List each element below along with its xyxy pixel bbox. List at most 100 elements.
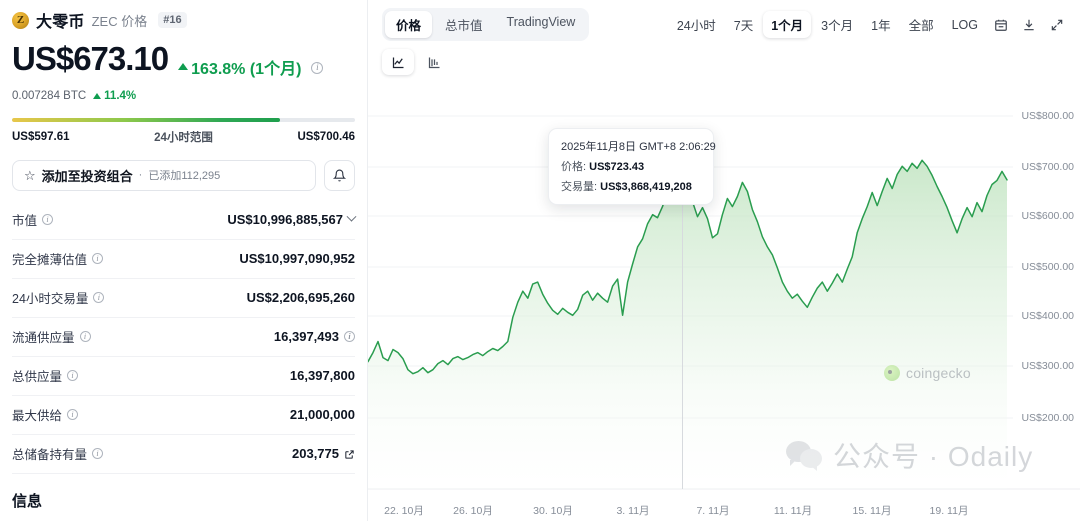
stat-row-24h-volume: 24小时交易量 i US$2,206,695,260 xyxy=(12,279,355,318)
tab-price[interactable]: 价格 xyxy=(385,11,433,38)
coin-name: 大零币 xyxy=(36,14,85,31)
stat-row-max-supply: 最大供给 i 21,000,000 xyxy=(12,396,355,435)
stat-value: US$2,206,695,260 xyxy=(246,290,355,305)
tab-tradingview[interactable]: TradingView xyxy=(506,15,576,29)
range-7d[interactable]: 7天 xyxy=(733,19,754,33)
range-high: US$700.46 xyxy=(297,130,355,143)
x-tick: 22. 10月 xyxy=(384,505,424,517)
add-to-portfolio-label: 添加至投资组合 xyxy=(41,168,133,184)
btc-price: 0.007284 BTC xyxy=(12,89,87,102)
x-tick: 26. 10月 xyxy=(453,505,493,517)
x-tick: 30. 10月 xyxy=(533,505,573,517)
tab-market-cap[interactable]: 总市值 xyxy=(445,19,483,33)
range-fill xyxy=(12,117,280,122)
range-1y[interactable]: 1年 xyxy=(871,19,891,33)
external-link-icon[interactable] xyxy=(344,448,355,459)
range-1m[interactable]: 1个月 xyxy=(763,11,812,38)
price-row: US$673.10 163.8% (1个月) i xyxy=(12,41,355,79)
range-labels: US$597.61 24小时范围 US$700.46 xyxy=(12,129,355,145)
stat-value: 16,397,800 xyxy=(289,368,355,383)
caret-up-icon xyxy=(178,63,189,70)
price-chart[interactable]: US$800.00 US$700.00 US$600.00 US$500.00 … xyxy=(368,84,1080,521)
calendar-button[interactable] xyxy=(988,12,1014,38)
price-change: 163.8% (1个月) xyxy=(178,55,301,79)
add-to-portfolio-button[interactable]: ☆ 添加至投资组合 · 已添加112,295 xyxy=(12,159,316,191)
price-chart-svg[interactable] xyxy=(368,84,1080,521)
star-icon: ☆ xyxy=(24,167,36,183)
expand-button[interactable] xyxy=(1044,12,1070,38)
chart-tooltip: 2025年11月8日 GMT+8 2:06:29 价格: US$723.43 交… xyxy=(548,128,716,205)
stat-row-market-cap[interactable]: 市值 i US$10,996,885,567 xyxy=(12,201,357,240)
btc-price-change: 11.4% xyxy=(93,90,136,102)
stat-value: 16,397,493 xyxy=(273,329,339,344)
expand-icon xyxy=(1051,19,1063,30)
range-3m[interactable]: 3个月 xyxy=(821,19,854,33)
info-icon[interactable]: i xyxy=(42,214,54,225)
tooltip-volume: 交易量: US$3,868,419,208 xyxy=(561,178,701,194)
stat-label: 完全摊薄估值 xyxy=(12,253,88,267)
coingecko-watermark: coingecko xyxy=(884,365,971,381)
info-icon[interactable]: i xyxy=(92,253,104,264)
time-range-selector: 24小时 7天 1个月 3个月 1年 全部 LOG xyxy=(669,11,1070,38)
download-button[interactable] xyxy=(1016,12,1042,38)
x-tick: 11. 11月 xyxy=(773,505,813,517)
range-all[interactable]: 全部 xyxy=(908,19,934,33)
stat-row-circulating-supply: 流通供应量 i 16,397,493 i xyxy=(12,318,355,357)
download-icon xyxy=(1024,19,1034,30)
candlestick-chart-button[interactable] xyxy=(418,49,450,75)
tooltip-price-value: US$723.43 xyxy=(589,161,645,173)
stat-row-fdv: 完全摊薄估值 i US$10,997,090,952 xyxy=(12,240,355,279)
coingecko-label: coingecko xyxy=(906,365,971,381)
info-icon[interactable]: i xyxy=(344,331,355,342)
info-icon[interactable]: i xyxy=(79,331,91,342)
tooltip-volume-label: 交易量: xyxy=(561,181,598,193)
tooltip-volume-value: US$3,868,419,208 xyxy=(600,181,692,193)
stat-label: 市值 xyxy=(12,214,38,228)
chevron-down-icon[interactable] xyxy=(346,211,357,222)
stat-row-total-supply: 总供应量 i 16,397,800 xyxy=(12,357,355,396)
caret-up-icon xyxy=(93,92,102,99)
chart-toolbar: 价格 总市值 TradingView 24小时 7天 1个月 3个月 1年 全部… xyxy=(382,8,1070,41)
info-icon[interactable]: i xyxy=(311,61,324,74)
tooltip-price: 价格: US$723.43 xyxy=(561,158,701,174)
candlestick-chart-icon xyxy=(428,57,439,68)
coingecko-icon xyxy=(884,365,900,381)
stat-value: US$10,996,885,567 xyxy=(227,212,343,227)
x-axis-labels: 22. 10月 26. 10月 30. 10月 3. 11月 7. 11月 11… xyxy=(368,503,1080,517)
x-tick: 7. 11月 xyxy=(696,505,730,517)
chart-area-fill xyxy=(368,154,1007,490)
chart-tabs: 价格 总市值 TradingView xyxy=(382,8,590,41)
price-alert-button[interactable] xyxy=(324,159,355,191)
info-icon[interactable]: i xyxy=(67,409,79,420)
range-log[interactable]: LOG xyxy=(951,17,978,32)
range-title: 24小时范围 xyxy=(154,131,213,144)
stat-label: 流通供应量 xyxy=(12,331,75,345)
bell-icon xyxy=(333,169,346,181)
line-chart-icon xyxy=(392,57,403,68)
range-low: US$597.61 xyxy=(12,130,70,143)
x-tick: 19. 11月 xyxy=(929,505,969,517)
coin-rank-badge: #16 xyxy=(158,12,187,28)
stat-label: 24小时交易量 xyxy=(12,292,89,306)
stat-value: US$10,997,090,952 xyxy=(239,251,355,266)
calendar-icon xyxy=(995,19,1007,31)
info-icon[interactable]: i xyxy=(93,292,105,303)
chart-type-selector xyxy=(382,49,1070,75)
line-chart-button[interactable] xyxy=(382,49,414,75)
stat-label: 最大供给 xyxy=(12,409,63,423)
coin-summary-panel: Z 大零币 ZEC 价格 #16 US$673.10 163.8% (1个月) … xyxy=(0,0,368,521)
x-tick: 3. 11月 xyxy=(616,505,650,517)
x-tick: 15. 11月 xyxy=(852,505,892,517)
portfolio-separator: · xyxy=(138,169,143,181)
range-24h[interactable]: 24小时 xyxy=(676,19,716,33)
zcash-logo-icon: Z xyxy=(12,11,29,29)
info-icon[interactable]: i xyxy=(92,448,104,459)
stat-label: 总供应量 xyxy=(12,370,63,384)
info-section-title: 信息 xyxy=(12,492,43,510)
btc-change-value: 11.4% xyxy=(104,89,137,102)
coin-header: Z 大零币 ZEC 价格 #16 xyxy=(12,8,355,32)
tooltip-date: 2025年11月8日 GMT+8 2:06:29 xyxy=(561,141,716,153)
info-icon[interactable]: i xyxy=(67,370,79,381)
portfolio-actions: ☆ 添加至投资组合 · 已添加112,295 xyxy=(12,159,355,191)
